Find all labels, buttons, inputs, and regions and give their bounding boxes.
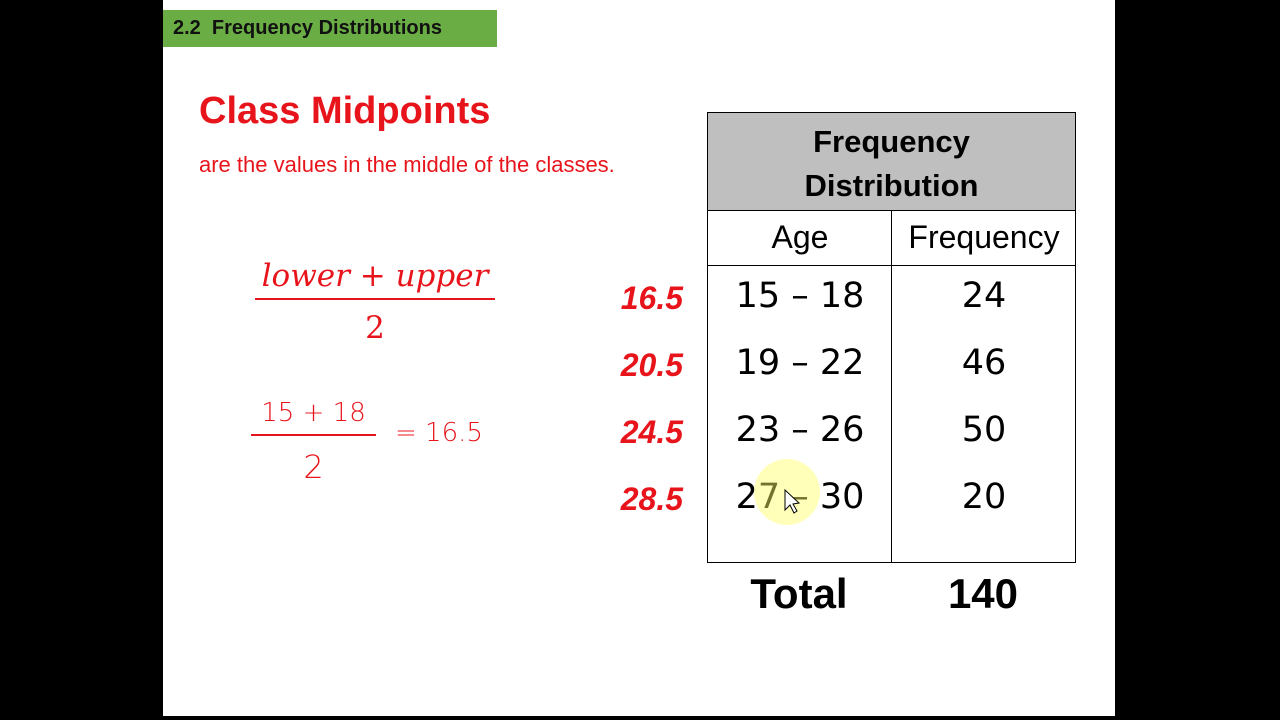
formula-numerator: lower + upper	[255, 258, 495, 300]
handwritten-denominator: 2	[303, 448, 324, 486]
column-divider	[891, 211, 892, 562]
section-badge: 2.2 Frequency Distributions	[163, 10, 497, 47]
total-value: 140	[947, 570, 1019, 617]
midpoint: 28.5	[620, 481, 683, 517]
total-label: Total	[750, 570, 848, 617]
midpoint: 24.5	[620, 414, 683, 450]
frequency-cell: 50	[961, 410, 1007, 450]
slide: 2.2 Frequency Distributions Class Midpoi…	[163, 0, 1115, 716]
age-cell: 15 – 18	[735, 276, 865, 316]
frequency-table: Frequency Distribution Age Frequency 15 …	[707, 112, 1076, 563]
slide-subtitle: are the values in the middle of the clas…	[199, 152, 615, 177]
frequency-cell: 20	[961, 477, 1007, 517]
midpoint: 16.5	[620, 280, 683, 316]
column-header: Frequency	[908, 219, 1060, 255]
formula-denominator: 2	[365, 310, 385, 346]
age-cell: 27 – 30	[735, 477, 865, 517]
handwritten-numerator: 15 + 18	[251, 398, 376, 436]
frequency-cell: 24	[961, 276, 1007, 316]
table-title: Frequency Distribution	[708, 113, 1075, 211]
age-cell: 23 – 26	[735, 410, 865, 450]
age-cell: 19 – 22	[735, 343, 865, 383]
header-divider	[708, 265, 1075, 266]
handwritten-result: = 16.5	[395, 418, 483, 448]
slide-title: Class Midpoints	[199, 90, 491, 132]
frequency-cell: 46	[961, 343, 1007, 383]
midpoint: 20.5	[620, 347, 683, 383]
column-header: Age	[771, 219, 829, 255]
mouse-cursor	[784, 488, 801, 514]
cursor-overlay	[754, 459, 820, 525]
